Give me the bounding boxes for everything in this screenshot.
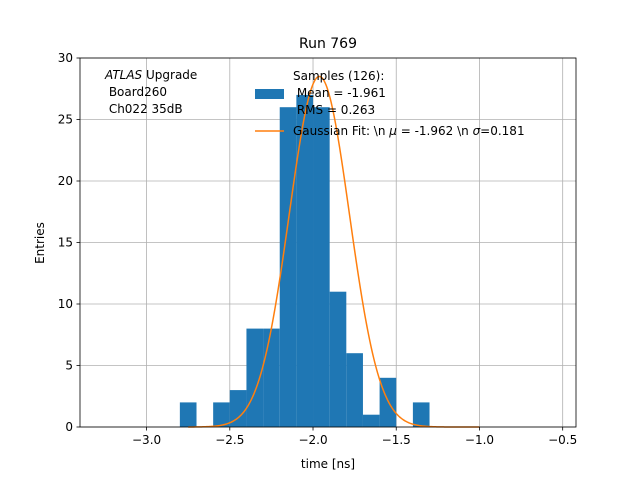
x-tick-label: −1.5 (382, 433, 411, 447)
histogram-bar (179, 402, 197, 427)
y-axis-ticks: 0 5 10 15 20 25 30 (58, 51, 80, 434)
board-label: Board260 (105, 85, 167, 99)
histogram-bar (329, 291, 347, 427)
histogram-bar (213, 402, 230, 427)
histogram-bars (179, 94, 430, 428)
info-annotation: ATLAS Upgrade Board260 Ch022 35dB (104, 68, 197, 116)
channel-label: Ch022 35dB (105, 102, 183, 116)
histogram-bar (263, 328, 280, 427)
y-tick-label: 30 (58, 51, 73, 65)
y-tick-label: 25 (58, 113, 73, 127)
legend-samples-line-2: Mean = -1.961 (293, 86, 386, 100)
legend-samples-line-1: Samples (126): (293, 69, 384, 83)
x-axis-label: time [ns] (301, 457, 355, 471)
x-tick-label: −0.5 (548, 433, 577, 447)
y-axis-label: Entries (33, 222, 47, 264)
histogram-bar (346, 353, 363, 427)
histogram-bar (412, 402, 430, 427)
histogram-bar (246, 328, 264, 427)
histogram-bar (296, 94, 314, 428)
x-tick-label: −2.0 (298, 433, 327, 447)
y-tick-label: 15 (58, 236, 73, 250)
chart-title: Run 769 (299, 36, 357, 52)
x-axis-ticks: −3.0 −2.5 −2.0 −1.5 −1.0 −0.5 (132, 427, 577, 447)
histogram-bar (362, 414, 380, 427)
histogram-bar (313, 107, 330, 427)
atlas-label: ATLAS Upgrade (104, 68, 197, 82)
y-tick-label: 5 (65, 359, 73, 373)
y-tick-label: 20 (58, 174, 73, 188)
legend-samples-swatch (255, 89, 284, 99)
legend: Samples (126): Mean = -1.961 RMS = 0.263… (255, 69, 525, 138)
histogram-bar (279, 107, 297, 427)
x-tick-label: −2.5 (215, 433, 244, 447)
histogram-bar (229, 390, 247, 427)
x-tick-label: −3.0 (132, 433, 161, 447)
legend-samples-line-3: RMS = 0.263 (293, 103, 375, 117)
y-tick-label: 0 (65, 420, 73, 434)
y-tick-label: 10 (58, 297, 73, 311)
legend-fit-label: Gaussian Fit: \n μ = -1.962 \n σ=0.181 (293, 124, 525, 138)
x-tick-label: −1.0 (465, 433, 494, 447)
